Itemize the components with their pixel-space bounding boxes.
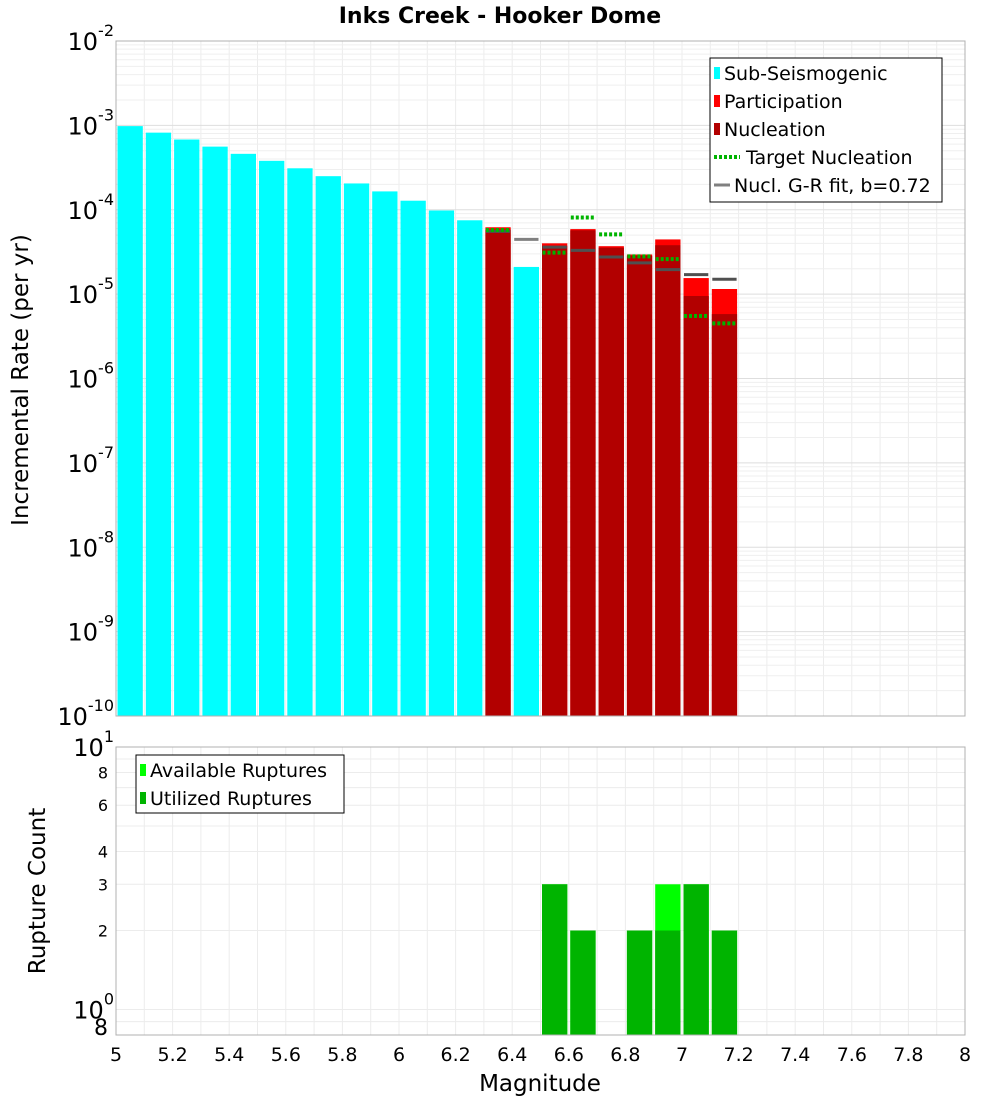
legend-label-nucleation: Nucleation (724, 119, 826, 141)
legend-swatch-sub-seismogenic (714, 67, 720, 79)
bottom-y-tick-label: 8 (98, 763, 108, 782)
bar-sub-seismogenic (202, 146, 228, 716)
bar-sub-seismogenic (457, 220, 483, 717)
x-tick-label: 7 (676, 1044, 688, 1066)
bar-sub-seismogenic (259, 160, 285, 717)
bar-utilized-ruptures (626, 930, 653, 1035)
bar-nucleation (655, 245, 681, 717)
top-y-tick-label: 10-4 (68, 190, 115, 225)
top-legend-box (709, 57, 943, 203)
bottom-y-tick-label: 3 (98, 875, 108, 894)
bar-nucleation (485, 229, 511, 717)
bottom-bars (542, 884, 738, 1035)
bar-nucleation (598, 247, 624, 717)
x-tick-label: 5.6 (271, 1044, 301, 1066)
top-y-tick-label: 10-9 (68, 612, 115, 647)
top-grid (115, 41, 966, 717)
bar-sub-seismogenic (372, 191, 398, 717)
top-y-axis-label: Incremental Rate (per yr) (8, 234, 34, 526)
bottom-y-tick-label: 8 (94, 1016, 108, 1041)
bar-nucleation (570, 230, 596, 716)
bar-sub-seismogenic (145, 132, 172, 716)
x-tick-label: 6.4 (497, 1044, 527, 1066)
bar-sub-seismogenic (174, 139, 200, 716)
bar-nucleation (711, 314, 738, 716)
bottom-legend-box (135, 754, 345, 814)
bar-sub-seismogenic (117, 126, 143, 717)
bar-sub-seismogenic (343, 183, 370, 716)
top-y-tick-label: 10-7 (68, 443, 115, 478)
top-y-tick-label: 10-6 (68, 359, 115, 394)
top-plot-frame (115, 40, 966, 717)
x-tick-label: 6.8 (610, 1044, 640, 1066)
x-tick-label: 6 (393, 1044, 405, 1066)
top-panel: 10-10 10-9 10-8 10-7 10-6 10-5 10-4 10-3 10-2 In… (8, 21, 966, 731)
top-y-tick-label: 10-8 (68, 527, 115, 562)
bar-utilized-ruptures (655, 930, 681, 1035)
x-tick-label: 7.4 (780, 1044, 810, 1066)
bar-sub-seismogenic (428, 210, 455, 716)
bar-nucleation (683, 296, 709, 716)
x-tick-label: 5 (110, 1044, 122, 1066)
x-tick-label: 5.4 (214, 1044, 244, 1066)
bar-utilized-ruptures (683, 884, 709, 1035)
x-tick-label: 7.8 (893, 1044, 923, 1066)
legend-swatch-utilized-ruptures (140, 792, 146, 804)
x-tick-label: 6.6 (554, 1044, 584, 1066)
bar-sub-seismogenic (315, 176, 341, 716)
top-lines (485, 215, 737, 326)
bar-utilized-ruptures (542, 884, 568, 1035)
bar-utilized-ruptures (711, 930, 738, 1035)
legend-label-target-nucleation: Target Nucleation (745, 147, 913, 169)
bottom-y-decade-label: 100 (73, 990, 114, 1025)
bottom-legend: Available Ruptures Utilized Ruptures (135, 754, 345, 814)
legend-swatch-nucleation (714, 123, 720, 135)
top-y-tick-label: 10-10 (57, 696, 114, 731)
bottom-y-tick-label: 2 (98, 922, 108, 941)
x-axis-label: Magnitude (479, 1071, 601, 1097)
top-y-tick-label: 10-2 (68, 21, 115, 56)
x-tick-label: 6.2 (440, 1044, 470, 1066)
legend-label-available-ruptures: Available Ruptures (150, 760, 327, 782)
bar-sub-seismogenic (513, 266, 539, 716)
bar-sub-seismogenic (400, 200, 426, 716)
legend-label-participation: Participation (724, 91, 843, 113)
top-y-ticks: 10-10 10-9 10-8 10-7 10-6 10-5 10-4 10-3 10-2 (57, 21, 114, 731)
x-tick-label: 7.2 (723, 1044, 753, 1066)
bar-sub-seismogenic (230, 153, 256, 716)
legend-swatch-participation (714, 95, 720, 107)
bar-nucleation (542, 245, 568, 717)
bottom-y-tick-label: 4 (98, 842, 108, 861)
bar-utilized-ruptures (570, 930, 596, 1035)
x-tick-label: 8 (959, 1044, 971, 1066)
top-y-tick-label: 10-5 (68, 274, 115, 309)
bottom-y-axis-label: Rupture Count (25, 808, 51, 974)
top-y-tick-label: 10-3 (68, 105, 115, 140)
bottom-y-tick-label: 6 (98, 796, 108, 815)
x-tick-label: 7.6 (837, 1044, 867, 1066)
chart-title: Inks Creek - Hooker Dome (339, 4, 661, 29)
legend-swatch-available-ruptures (140, 764, 146, 776)
bar-nucleation (626, 255, 653, 716)
bar-sub-seismogenic (287, 168, 313, 716)
legend-label-gr-fit: Nucl. G-R fit, b=0.72 (734, 175, 931, 197)
x-tick-label: 5.2 (157, 1044, 187, 1066)
bottom-plot-frame (115, 746, 966, 1036)
legend-label-sub-seismogenic: Sub-Seismogenic (724, 63, 888, 85)
x-tick-labels: 5 5.2 5.4 5.6 5.8 6 6.2 6.4 6.6 6.8 7 7.2 7.4 7.6 7.8 8 (110, 1044, 971, 1066)
bottom-y-decade-label: 101 (73, 727, 114, 762)
legend-label-utilized-ruptures: Utilized Ruptures (150, 788, 312, 810)
x-tick-label: 5.8 (327, 1044, 357, 1066)
top-bars (117, 126, 738, 717)
top-legend: Sub-Seismogenic Participation Nucleation… (709, 57, 943, 203)
